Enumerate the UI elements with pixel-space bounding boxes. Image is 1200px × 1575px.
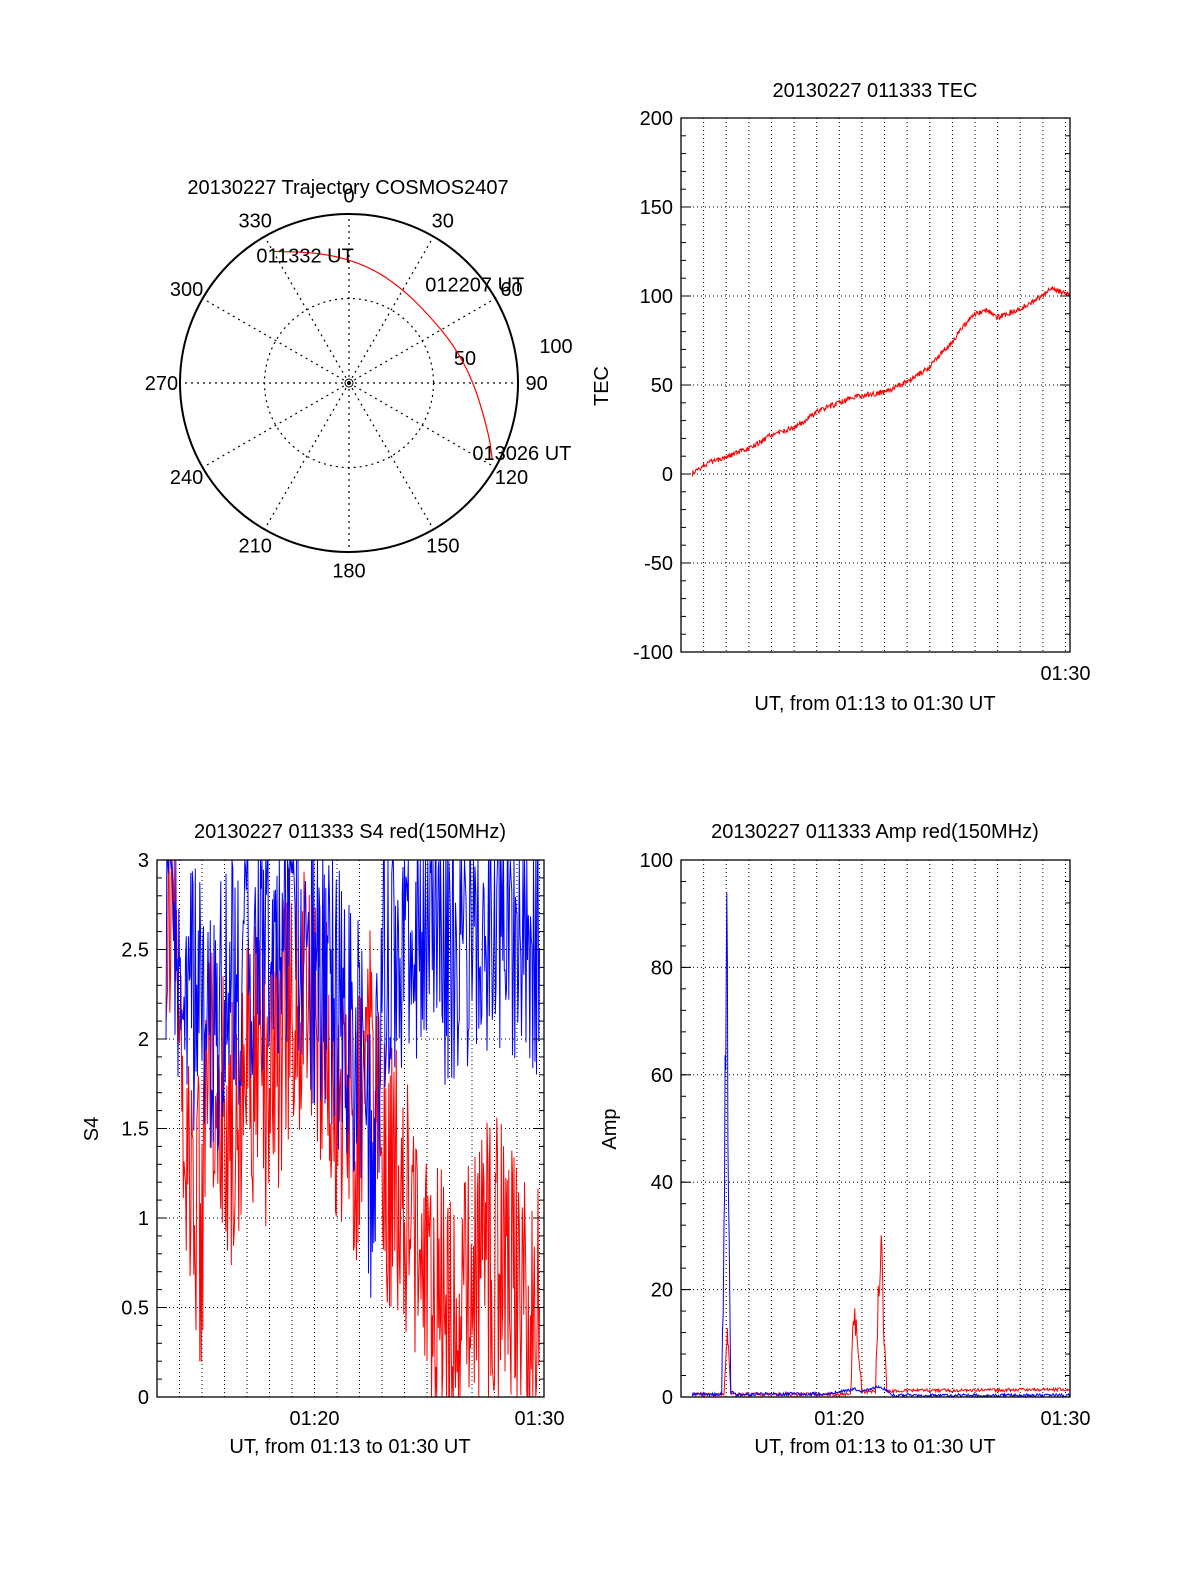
polar-radial-label: 50 xyxy=(454,348,476,370)
polar-annotation: 013026 UT xyxy=(472,443,571,465)
polar-annotations: 011332 UT 012207 UT 013026 UT xyxy=(256,245,571,465)
s4-x-ticks: 01:20 01:30 xyxy=(289,1408,564,1430)
y-tick-label: 20 xyxy=(651,1280,673,1302)
amp-frame xyxy=(680,859,1071,1398)
y-tick-label: 1.5 xyxy=(121,1119,149,1141)
polar-trajectory-chart: 20130227 Trajectory COSMOS2407 0 30 60 90 12… xyxy=(145,177,573,583)
amp-chart: 20130227 011333 Amp red(150MHz) Amp UT, … xyxy=(599,821,1091,1458)
amp-y-ticks: 0 20 40 60 80 100 xyxy=(640,850,1070,1409)
y-tick-label: 150 xyxy=(640,197,673,219)
amp-x-ticks: 01:20 01:30 xyxy=(814,1408,1090,1430)
polar-angle-label: 330 xyxy=(239,211,272,233)
s4-series xyxy=(165,859,540,1398)
y-tick-label: -50 xyxy=(644,553,673,575)
polar-spoke xyxy=(202,297,350,384)
x-tick-label: 01:20 xyxy=(289,1408,339,1430)
amp-series xyxy=(691,892,1071,1399)
polar-angle-label: 300 xyxy=(170,279,203,301)
s4-title: 20130227 011333 S4 red(150MHz) xyxy=(194,821,506,843)
polar-angle-label: 150 xyxy=(426,535,459,557)
series-line-blue xyxy=(165,859,540,1298)
polar-angle-label: 60 xyxy=(500,279,522,301)
y-tick-label: 100 xyxy=(640,286,673,308)
polar-angle-label: 240 xyxy=(170,467,203,489)
tec-grid xyxy=(681,118,1070,652)
polar-spoke xyxy=(263,236,350,384)
y-tick-label: 0 xyxy=(662,464,673,486)
tec-y-ticks: -100 -50 0 50 100 150 200 xyxy=(633,108,1070,664)
s4-xlabel: UT, from 01:13 to 01:30 UT xyxy=(229,1436,470,1458)
x-tick-label: 01:20 xyxy=(814,1408,864,1430)
amp-title: 20130227 011333 Amp red(150MHz) xyxy=(711,821,1039,843)
polar-angle-label: 180 xyxy=(332,561,365,583)
y-tick-label: 0.5 xyxy=(121,1298,149,1320)
tec-chart: 20130227 011333 TEC TEC UT, from 01:13 t… xyxy=(591,80,1091,715)
amp-xlabel: UT, from 01:13 to 01:30 UT xyxy=(754,1436,995,1458)
x-tick-label: 01:30 xyxy=(514,1408,564,1430)
amp-ylabel: Amp xyxy=(599,1108,621,1149)
polar-spoke xyxy=(348,382,435,530)
series-line-red xyxy=(691,285,1071,477)
polar-spoke xyxy=(348,236,435,384)
series-line-red xyxy=(165,859,540,1398)
polar-title: 20130227 Trajectory COSMOS2407 xyxy=(187,177,508,199)
polar-angle-label: 0 xyxy=(343,185,354,207)
s4-ylabel: S4 xyxy=(81,1117,103,1141)
polar-spoke xyxy=(348,382,496,469)
polar-annotation: 011332 UT xyxy=(256,245,353,267)
tec-title: 20130227 011333 TEC xyxy=(773,80,978,102)
polar-grid xyxy=(179,213,519,553)
x-tick-label: 01:30 xyxy=(1040,1408,1090,1430)
polar-center-marker xyxy=(344,378,354,388)
tec-frame xyxy=(680,117,1071,653)
series-line-red xyxy=(692,1235,1071,1398)
y-tick-label: -100 xyxy=(633,642,673,664)
s4-chart: 20130227 011333 S4 red(150MHz) S4 UT, fr… xyxy=(81,821,565,1458)
polar-trajectory-line xyxy=(272,250,493,460)
polar-angle-label: 90 xyxy=(525,373,547,395)
polar-angle-label: 30 xyxy=(432,211,454,233)
y-tick-label: 2.5 xyxy=(121,940,149,962)
polar-angle-label: 120 xyxy=(495,467,528,489)
tec-x-ticks: 01:30 xyxy=(1040,663,1090,685)
y-tick-label: 200 xyxy=(640,108,673,130)
y-tick-label: 0 xyxy=(662,1387,673,1409)
tec-xlabel: UT, from 01:13 to 01:30 UT xyxy=(754,693,995,715)
s4-y-ticks: 0 0.5 1 1.5 2 2.5 3 xyxy=(121,850,544,1409)
polar-spoke xyxy=(202,382,350,469)
amp-grid xyxy=(681,860,1070,1397)
polar-annotation: 012207 UT xyxy=(425,275,524,297)
polar-radial-labels: 50 100 xyxy=(454,336,573,370)
y-tick-label: 0 xyxy=(138,1387,149,1409)
polar-angle-label: 210 xyxy=(239,535,272,557)
polar-spoke xyxy=(263,382,350,530)
y-tick-label: 100 xyxy=(640,850,673,872)
y-tick-label: 2 xyxy=(138,1029,149,1051)
y-tick-label: 80 xyxy=(651,957,673,979)
y-tick-label: 40 xyxy=(651,1172,673,1194)
polar-radial-label: 100 xyxy=(539,336,572,358)
y-tick-label: 60 xyxy=(651,1065,673,1087)
series-line-blue xyxy=(691,892,1071,1399)
tec-series xyxy=(691,285,1071,477)
x-tick-label: 01:30 xyxy=(1040,663,1090,685)
polar-angle-label: 270 xyxy=(145,373,178,395)
y-tick-label: 50 xyxy=(651,375,673,397)
polar-angle-labels: 0 30 60 90 120 150 180 210 240 270 300 330 xyxy=(145,185,548,582)
polar-spoke xyxy=(348,297,496,384)
tec-ylabel: TEC xyxy=(591,366,613,406)
y-tick-label: 1 xyxy=(138,1208,149,1230)
y-tick-label: 3 xyxy=(138,850,149,872)
